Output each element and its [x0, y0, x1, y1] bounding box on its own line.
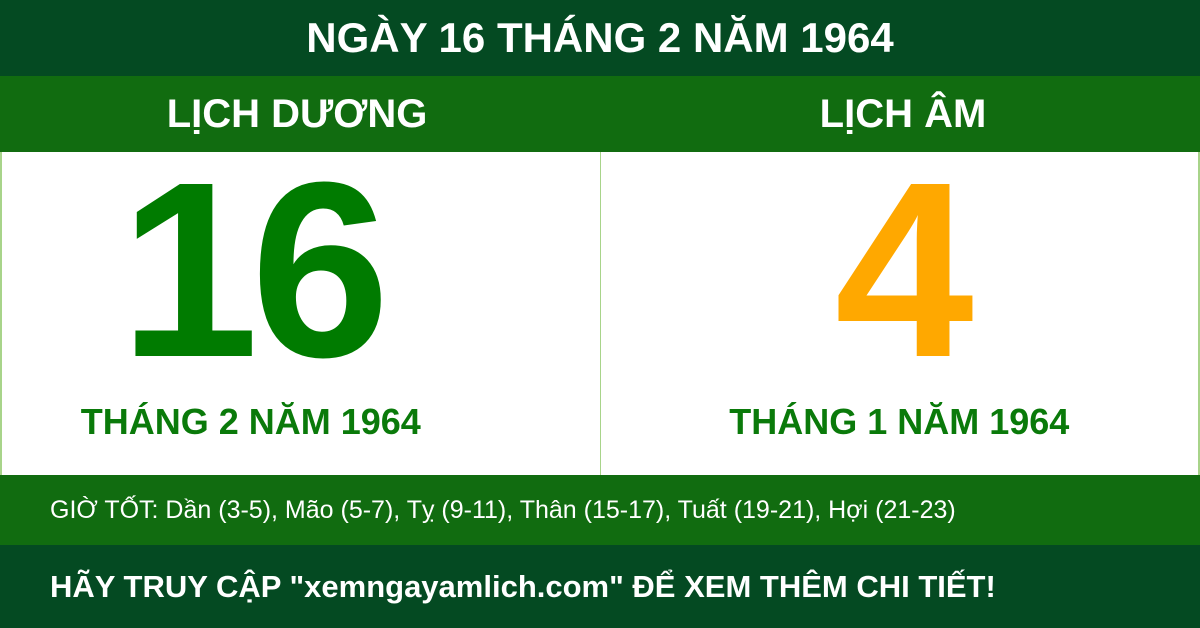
page-title: NGÀY 16 THÁNG 2 NĂM 1964 — [0, 0, 1200, 76]
lunar-month-year: THÁNG 1 NĂM 1964 — [729, 401, 1070, 442]
calendar-headers: LỊCH DƯƠNG LỊCH ÂM — [0, 76, 1200, 152]
lunar-calendar-panel: 4 THÁNG 1 NĂM 1964 — [599, 130, 1200, 475]
calendar-body: 16 THÁNG 2 NĂM 1964 4 THÁNG 1 NĂM 1964 — [0, 130, 1200, 475]
solar-calendar-header: LỊCH DƯƠNG — [166, 91, 428, 136]
solar-month-year: THÁNG 2 NĂM 1964 — [80, 401, 421, 442]
good-hours: GIỜ TỐT: Dần (3-5), Mão (5-7), Tỵ (9-11)… — [0, 475, 1200, 545]
lunar-calendar-header: LỊCH ÂM — [819, 91, 987, 136]
solar-calendar-panel: 16 THÁNG 2 NĂM 1964 — [0, 130, 600, 475]
lunar-day: 4 — [834, 130, 974, 409]
solar-day: 16 — [119, 130, 390, 409]
footer-call-to-action: HÃY TRUY CẬP "xemngayamlich.com" ĐỂ XEM … — [0, 545, 1200, 628]
